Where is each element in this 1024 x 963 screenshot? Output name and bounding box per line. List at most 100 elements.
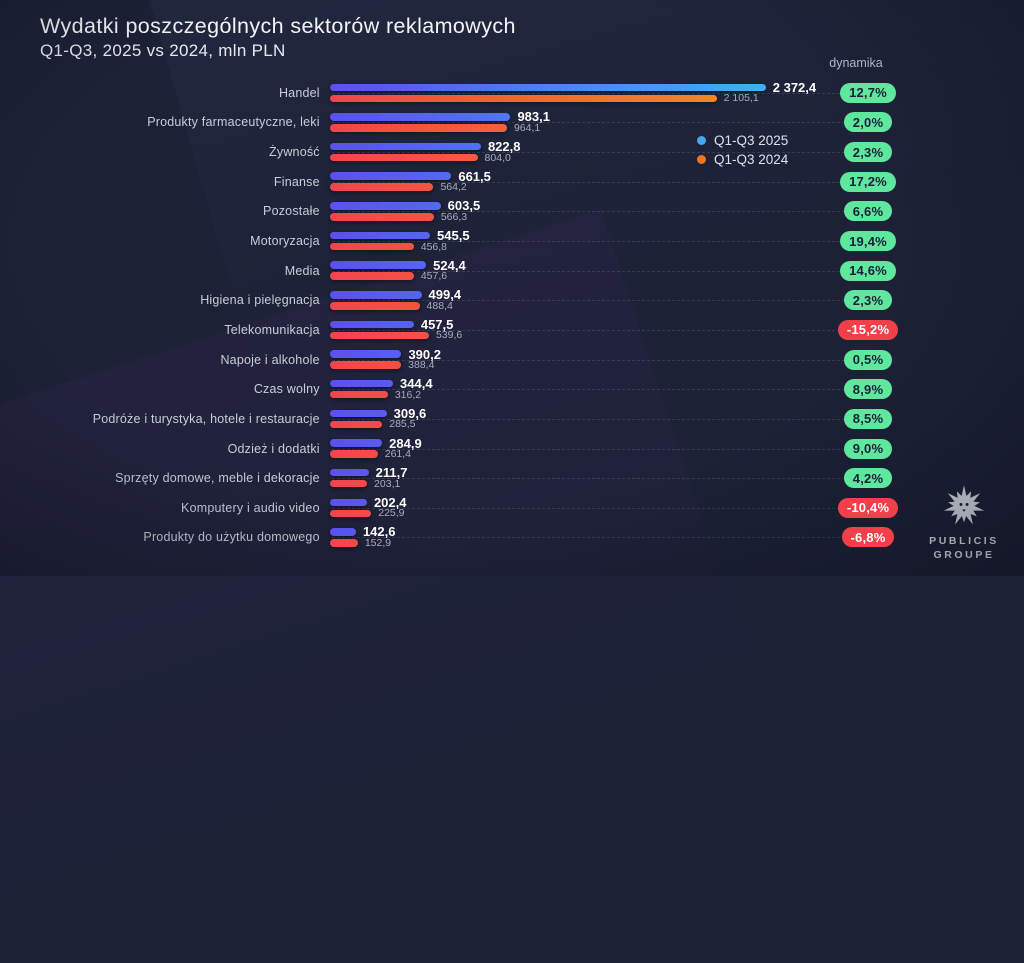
value-label-2024: 488,4 [426, 299, 453, 312]
category-label: Higiena i pielęgnacja [200, 293, 320, 308]
dynamics-badge: -6,8% [841, 527, 895, 548]
chart-row: Napoje i alkohole 390,2 388,4 0,5% [40, 345, 912, 375]
value-label-2024: 456,8 [420, 240, 448, 253]
category-label: Komputery i audio video [181, 500, 320, 515]
category-label: Handel [278, 85, 320, 100]
bar-2025 [329, 468, 369, 477]
dynamics-cell: 4,2% [824, 468, 912, 489]
dynamics-cell: -10,4% [824, 497, 912, 518]
bar-pair: 142,6 152,9 [329, 523, 875, 553]
bar-line-2025: 202,4 [329, 495, 824, 510]
chart-row: Odzież i dodatki 284,9 261,4 9,0% [40, 434, 912, 464]
bar-line-2024: 488,4 [329, 299, 824, 312]
dynamics-cell: 0,5% [824, 349, 912, 370]
category-label: Produkty do użytku domowego [143, 530, 320, 545]
bar-pair: 983,1 964,1 [329, 108, 875, 138]
value-label-2024: 203,1 [374, 477, 401, 490]
bar-line-2025: 524,4 [329, 258, 824, 273]
bar-pair: 661,5 564,2 [329, 167, 875, 197]
dynamics-badge: 19,4% [840, 231, 896, 252]
bar-2025 [329, 172, 452, 180]
bar-line-2024: 225,9 [329, 507, 824, 519]
bar-2024 [329, 183, 434, 191]
chart-row: Finanse 661,5 564,2 17,2% [40, 167, 912, 197]
row-gridline [331, 270, 875, 272]
dynamics-badge: 9,0% [843, 438, 893, 459]
dynamics-badge: 2,0% [843, 112, 893, 133]
bar-2024 [329, 361, 402, 369]
bar-line-2025: 142,6 [329, 524, 824, 539]
row-gridline [331, 122, 875, 124]
chart-row: Czas wolny 344,4 316,2 8,9% [40, 374, 912, 404]
lion-head-icon [943, 485, 985, 525]
bar-2024 [329, 390, 388, 399]
bar-line-2025: 661,5 [329, 169, 824, 184]
bar-2024 [329, 509, 372, 518]
bar-line-2024: 964,1 [329, 122, 824, 134]
bar-line-2025: 390,2 [329, 347, 824, 362]
row-gridline [331, 418, 875, 420]
row-gridline [331, 478, 875, 480]
bar-line-2025: 2 372,4 [329, 80, 824, 95]
bar-2025 [329, 231, 431, 240]
value-label-2025: 390,2 [408, 346, 441, 362]
row-gridline [331, 507, 875, 509]
bar-line-2025: 822,8 [329, 139, 824, 154]
row-gridline [331, 389, 875, 391]
dynamics-cell: 2,3% [824, 142, 912, 163]
chart-row: Produkty farmaceutyczne, leki 983,1 964,… [40, 108, 912, 138]
bar-line-2024: 285,5 [329, 418, 824, 430]
dynamics-badge: 12,7% [840, 82, 896, 103]
dynamics-badge: 2,3% [843, 142, 893, 163]
bar-2024 [329, 242, 414, 251]
dynamics-cell: 8,9% [824, 379, 912, 400]
dynamics-cell: 17,2% [824, 171, 912, 192]
row-gridline [331, 329, 875, 331]
bar-2025 [329, 83, 766, 92]
category-label: Media [284, 263, 320, 278]
logo-text-publicis: PUBLICIS [929, 535, 999, 547]
row-gridline [331, 181, 875, 183]
bar-2024 [329, 479, 368, 488]
chart-row: Motoryzacja 545,5 456,8 19,4% [40, 226, 912, 256]
bar-line-2025: 983,1 [329, 109, 824, 124]
value-label-2024: 566,3 [440, 210, 468, 223]
legend-item-2025: Q1-Q3 2025 [697, 133, 788, 148]
category-label: Napoje i alkohole [220, 352, 320, 367]
dynamics-cell: 8,5% [824, 408, 912, 429]
bar-2025 [329, 320, 414, 329]
bar-line-2024: 566,3 [329, 210, 824, 223]
category-label: Telekomunikacja [224, 322, 320, 337]
value-label-2025: 457,5 [420, 316, 454, 332]
value-label-2024: 564,2 [440, 181, 467, 194]
bar-pair: 457,5 539,6 [329, 315, 875, 345]
bar-2024 [329, 124, 507, 132]
bar-pair: 390,2 388,4 [329, 345, 875, 375]
bar-2025 [329, 409, 387, 418]
bar-line-2024: 152,9 [329, 537, 824, 549]
value-label-2025: 983,1 [517, 109, 550, 125]
dynamics-cell: -6,8% [824, 527, 912, 548]
value-label-2025: 822,8 [487, 139, 521, 155]
chart-row: Media 524,4 457,6 14,6% [40, 256, 912, 286]
bar-pair: 202,4 225,9 [329, 493, 875, 523]
value-label-2024: 316,2 [394, 388, 422, 401]
logo-text-groupe: GROUPE [933, 549, 995, 561]
dynamics-badge: -10,4% [837, 497, 899, 518]
value-label-2025: 2 372,4 [772, 79, 817, 95]
category-label: Podróże i turystyka, hotele i restauracj… [92, 411, 320, 426]
bar-pair: 822,8 804,0 [329, 137, 875, 167]
bar-2024 [329, 272, 414, 280]
bar-2024 [329, 331, 429, 340]
bar-pair: 344,4 316,2 [329, 374, 875, 404]
chart-row: Telekomunikacja 457,5 539,6 -15,2% [40, 315, 912, 345]
bar-2024 [329, 539, 358, 547]
value-label-2024: 261,4 [384, 448, 412, 460]
bar-2025 [329, 291, 422, 299]
value-label-2025: 545,5 [437, 228, 470, 244]
value-label-2025: 661,5 [458, 168, 491, 184]
bar-line-2024: 804,0 [329, 152, 824, 164]
bar-line-2024: 388,4 [329, 359, 824, 371]
value-label-2025: 284,9 [389, 435, 422, 451]
chart-row: Produkty do użytku domowego 142,6 152,9 … [40, 523, 912, 553]
